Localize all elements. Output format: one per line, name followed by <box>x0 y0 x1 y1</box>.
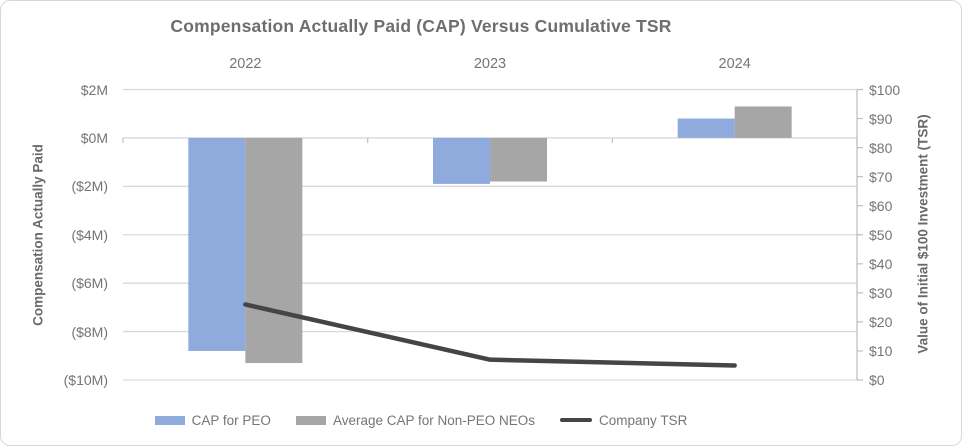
legend-label: CAP for PEO <box>191 412 271 428</box>
right-axis-tick-label: $0 <box>869 372 885 388</box>
right-axis-tick-label: $10 <box>869 342 893 359</box>
right-axis-title: Value of Initial $100 Investment (TSR) <box>915 114 931 354</box>
right-axis-tick-label: $70 <box>869 168 893 185</box>
left-axis-tick-label: ($8M) <box>71 323 108 340</box>
legend-item-cap-peo: CAP for PEO <box>154 412 271 428</box>
right-axis-tick-label: $80 <box>869 139 893 156</box>
legend-swatch-icon <box>295 415 326 425</box>
left-axis-tick-label: ($2M) <box>71 178 108 195</box>
right-axis-tick-label: $20 <box>869 313 893 330</box>
legend-line-icon <box>560 418 593 422</box>
right-axis-tick-label: $30 <box>869 284 893 301</box>
legend-swatch-icon <box>154 415 185 425</box>
right-axis-tick-label: $100 <box>869 81 901 98</box>
bar-non-peo-2022 <box>245 137 303 364</box>
left-axis-tick-label: $2M <box>80 81 108 98</box>
bar-non-peo-2023 <box>490 137 547 182</box>
category-label-2022: 2022 <box>229 56 262 72</box>
left-axis-tick-label: ($6M) <box>71 275 108 292</box>
left-axis-tick-label: ($10M) <box>63 372 108 388</box>
bar-peo-2024 <box>677 118 735 138</box>
legend-label: Average CAP for Non-PEO NEOs <box>332 412 536 428</box>
company-tsr-line <box>243 302 737 368</box>
left-axis-tick-label: ($4M) <box>71 226 108 243</box>
legend-item-cap-non-peo: Average CAP for Non-PEO NEOs <box>295 412 536 428</box>
chart-title: Compensation Actually Paid (CAP) Versus … <box>170 16 672 36</box>
bar-peo-2023 <box>433 137 490 184</box>
legend: CAP for PEO Average CAP for Non-PEO NEOs C… <box>1 406 841 434</box>
bar-non-peo-2024 <box>734 106 792 138</box>
legend-item-company-tsr: Company TSR <box>560 413 687 428</box>
category-label-2024: 2024 <box>718 56 751 72</box>
right-axis-tick-label: $90 <box>869 110 893 127</box>
left-axis-tick-label: $0M <box>80 129 108 146</box>
legend-label: Company TSR <box>599 412 688 428</box>
bar-peo-2022 <box>188 137 246 351</box>
left-axis-title: Compensation Actually Paid <box>30 144 46 326</box>
right-axis-tick-label: $50 <box>869 226 893 243</box>
right-axis-tick-label: $60 <box>869 197 893 214</box>
category-label-2023: 2023 <box>473 56 507 72</box>
right-axis-tick-label: $40 <box>869 255 893 272</box>
